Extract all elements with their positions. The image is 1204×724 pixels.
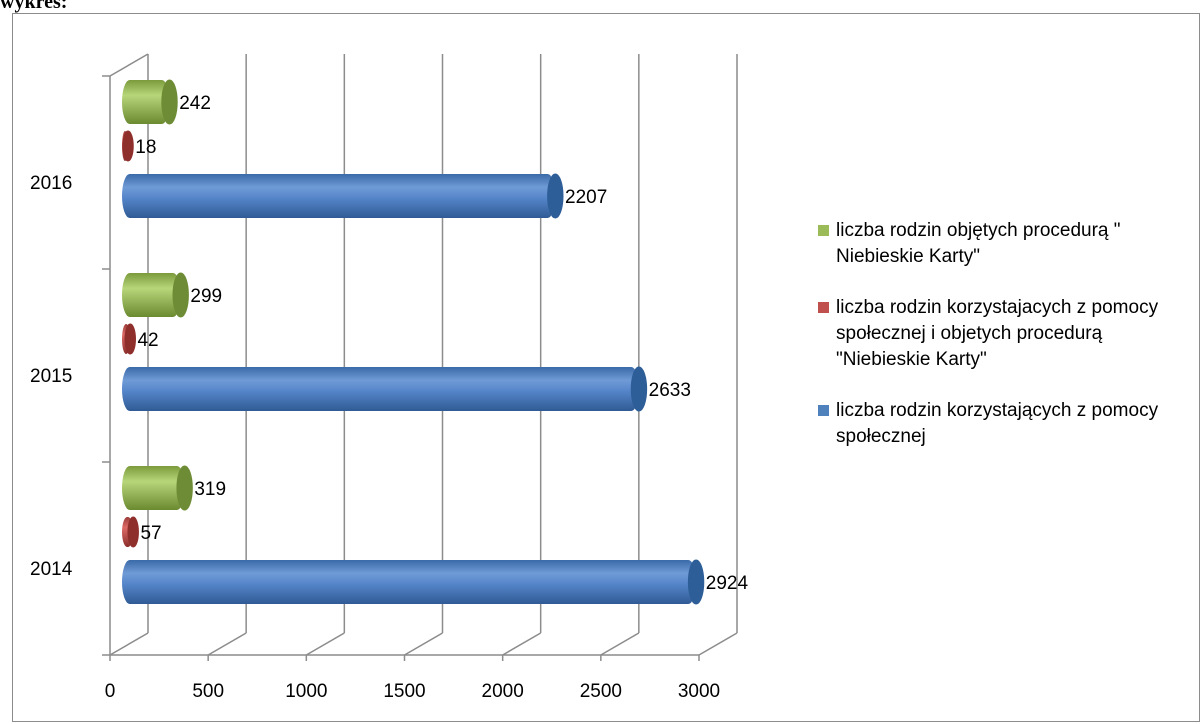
data-label: 2633 — [649, 380, 691, 401]
bar — [122, 174, 556, 218]
data-label: 319 — [194, 479, 226, 500]
bar — [122, 367, 639, 411]
data-label: 242 — [179, 93, 211, 114]
side-wall-top — [109, 53, 149, 77]
floor-gridline — [305, 632, 345, 656]
bar — [122, 466, 185, 510]
legend-item-red: liczba rodzin korzystajacych z pomocy sp… — [818, 295, 1198, 373]
floor-gridline — [502, 632, 542, 656]
legend: liczba rodzin objętych procedurą " Niebi… — [818, 218, 1198, 475]
data-label: 18 — [135, 137, 156, 158]
bar — [122, 80, 170, 124]
bar-cap — [124, 323, 136, 355]
x-tick-label: 2500 — [580, 681, 622, 702]
data-label: 299 — [190, 286, 222, 307]
floor-gridline — [600, 632, 640, 656]
data-label: 2207 — [565, 187, 607, 208]
legend-item-green: liczba rodzin objętych procedurą " Niebi… — [818, 218, 1198, 270]
floor-gridline — [698, 632, 738, 656]
legend-swatch-green — [818, 225, 829, 236]
bar — [122, 273, 181, 317]
y-tick-label: 2016 — [30, 173, 72, 194]
x-tick-label: 3000 — [678, 681, 720, 702]
data-label: 57 — [140, 523, 161, 544]
legend-label-green: liczba rodzin objętych procedurą " Niebi… — [836, 220, 1121, 267]
legend-swatch-blue — [818, 405, 829, 416]
x-tick-label: 500 — [192, 681, 224, 702]
bar — [122, 560, 697, 604]
data-label: 2924 — [706, 573, 749, 594]
floor-gridline — [207, 632, 247, 656]
bar-cap — [122, 130, 134, 162]
legend-label-red: liczba rodzin korzystajacych z pomocy sp… — [836, 297, 1159, 370]
x-tick-label: 1000 — [285, 681, 327, 702]
page-title: wykres: — [0, 0, 68, 13]
legend-swatch-red — [818, 302, 829, 313]
bar-cap — [161, 79, 178, 125]
data-label: 42 — [137, 330, 158, 351]
bar-cap — [176, 465, 193, 511]
bar-cap — [630, 366, 648, 412]
bar-cap — [547, 173, 564, 219]
bar-cap — [687, 559, 705, 605]
x-tick-label: 0 — [105, 681, 116, 702]
legend-item-blue: liczba rodzin korzystających z pomocy sp… — [818, 398, 1198, 450]
floor-gridline — [404, 632, 443, 656]
chart-frame — [12, 13, 1200, 722]
y-tick-label: 2015 — [30, 366, 72, 387]
x-tick-label: 2000 — [482, 681, 524, 702]
floor-gridline — [109, 632, 149, 656]
y-tick-label: 2014 — [30, 559, 73, 580]
bar-cap — [172, 272, 189, 318]
x-tick-label: 1500 — [383, 681, 425, 702]
legend-label-blue: liczba rodzin korzystających z pomocy sp… — [836, 400, 1159, 447]
bar-cap — [127, 516, 139, 548]
